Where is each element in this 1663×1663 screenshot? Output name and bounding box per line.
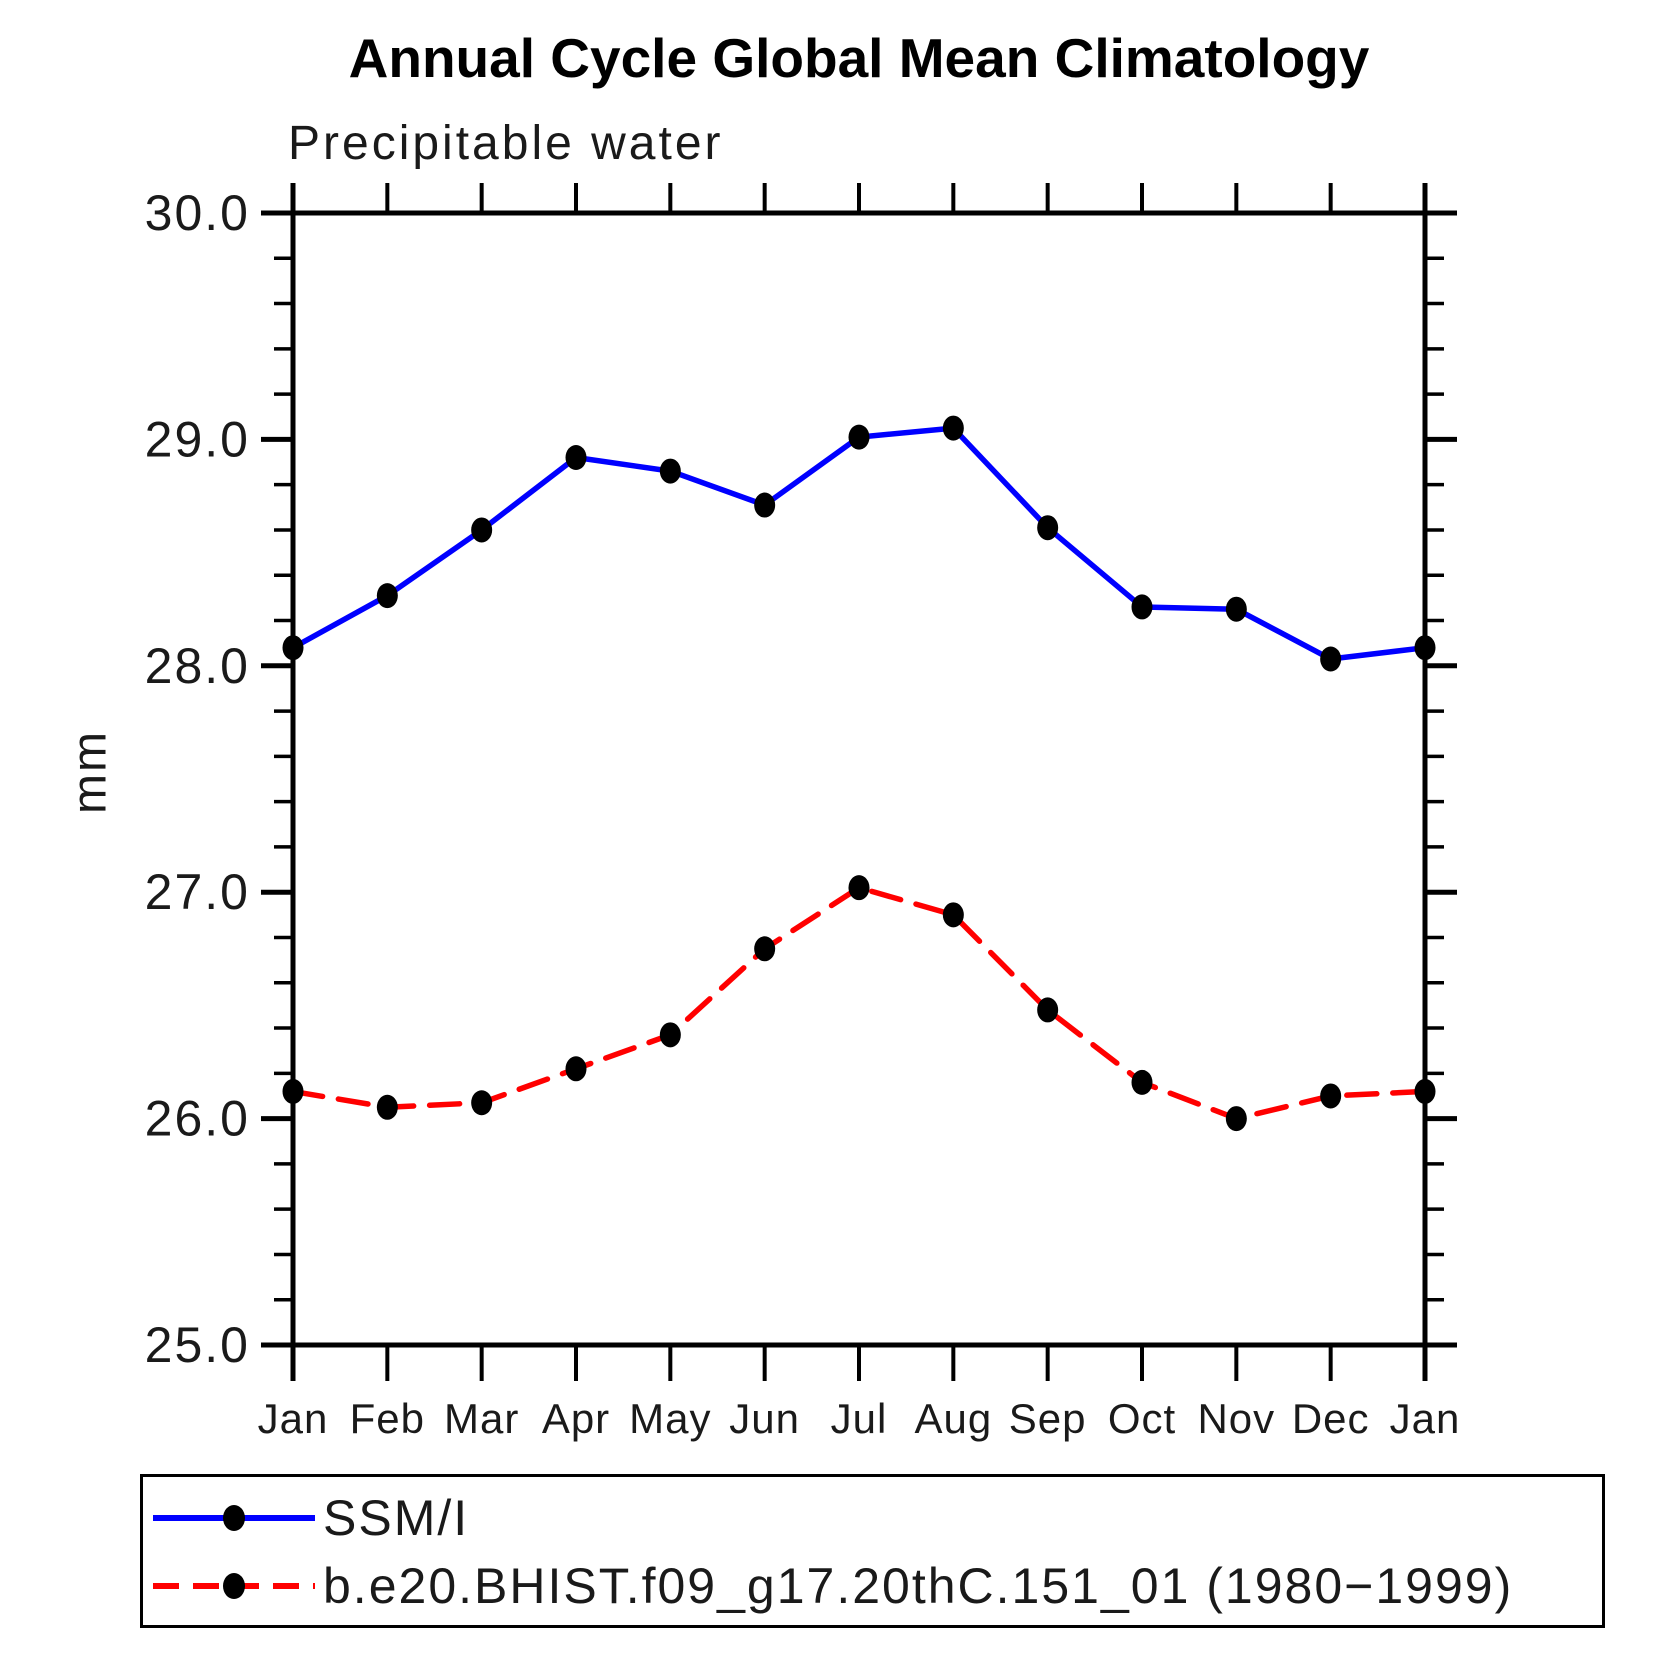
- x-axis-ticks: Jan Feb Mar Apr May Jun Jul Aug Sep Oct Nov Dec Jan: [258, 183, 1461, 1442]
- legend-line-sample-model: [153, 1573, 315, 1599]
- x-tick-label: Dec: [1292, 1395, 1370, 1442]
- axis-frame: [277, 183, 1457, 1381]
- data-point-marker: [754, 936, 776, 962]
- legend-label-model: b.e20.BHIST.f09_g17.20thC.151_01 (1980−1…: [323, 1558, 1514, 1614]
- data-point-marker: [848, 875, 870, 901]
- data-point-marker: [1414, 635, 1436, 661]
- data-point-marker: [565, 1056, 587, 1082]
- legend-box: SSM/I b.e20.BHIST.f09_g17.20thC.151_01 (…: [140, 1474, 1605, 1628]
- y-tick-label: 28.0: [145, 638, 250, 694]
- legend-entry-ssmi: SSM/I: [149, 1490, 470, 1546]
- series-line-1: [290, 884, 1428, 1122]
- data-point-marker: [1037, 997, 1059, 1023]
- x-tick-label: Sep: [1009, 1395, 1087, 1442]
- data-point-marker: [1131, 594, 1153, 620]
- data-point-marker: [1225, 1106, 1247, 1132]
- data-point-marker: [1225, 596, 1247, 622]
- legend-label-ssmi: SSM/I: [323, 1490, 470, 1546]
- y-tick-label: 30.0: [145, 185, 250, 241]
- x-tick-label: Jun: [729, 1395, 800, 1442]
- y-tick-label: 25.0: [145, 1317, 250, 1373]
- x-tick-label: Feb: [350, 1395, 425, 1442]
- data-point-marker: [376, 1094, 398, 1120]
- data-point-marker: [565, 445, 587, 471]
- x-tick-label: Jan: [1390, 1395, 1461, 1442]
- data-point-marker: [942, 902, 964, 928]
- data-point-marker: [1131, 1069, 1153, 1095]
- legend-marker-model: [223, 1573, 245, 1599]
- x-tick-label: Jan: [258, 1395, 329, 1442]
- x-tick-label: Jul: [831, 1395, 888, 1442]
- data-point-marker: [471, 1090, 493, 1116]
- y-axis-ticks: 25.0 26.0 27.0 28.0 29.0 30.0: [145, 185, 1457, 1373]
- series-markers-1: [282, 875, 1436, 1132]
- data-point-marker: [659, 1022, 681, 1048]
- x-tick-label: Oct: [1108, 1395, 1176, 1442]
- y-tick-label: 27.0: [145, 864, 250, 920]
- x-tick-label: May: [629, 1395, 711, 1442]
- y-tick-label: 29.0: [145, 411, 250, 467]
- data-point-marker: [1037, 515, 1059, 541]
- legend-marker-ssmi: [223, 1505, 245, 1531]
- data-point-marker: [282, 635, 304, 661]
- data-point-marker: [754, 492, 776, 518]
- data-point-marker: [376, 583, 398, 609]
- data-point-marker: [848, 424, 870, 450]
- y-tick-label: 26.0: [145, 1091, 250, 1147]
- x-tick-label: Apr: [542, 1395, 610, 1442]
- data-point-marker: [1320, 1083, 1342, 1109]
- data-point-marker: [1414, 1078, 1436, 1104]
- chart-subtitle: Precipitable water: [288, 117, 724, 170]
- data-point-marker: [1320, 646, 1342, 672]
- series-line-0: [290, 425, 1428, 662]
- legend-entry-model: b.e20.BHIST.f09_g17.20thC.151_01 (1980−1…: [149, 1558, 1514, 1614]
- x-tick-label: Aug: [914, 1395, 992, 1442]
- x-tick-label: Nov: [1197, 1395, 1275, 1442]
- legend-line-sample-ssmi: [153, 1505, 315, 1531]
- x-tick-label: Mar: [444, 1395, 519, 1442]
- data-point-marker: [942, 415, 964, 441]
- chart-title: Annual Cycle Global Mean Climatology: [348, 27, 1370, 89]
- data-point-marker: [659, 458, 681, 484]
- data-point-marker: [471, 517, 493, 543]
- series-markers-0: [282, 415, 1436, 672]
- data-point-marker: [282, 1078, 304, 1104]
